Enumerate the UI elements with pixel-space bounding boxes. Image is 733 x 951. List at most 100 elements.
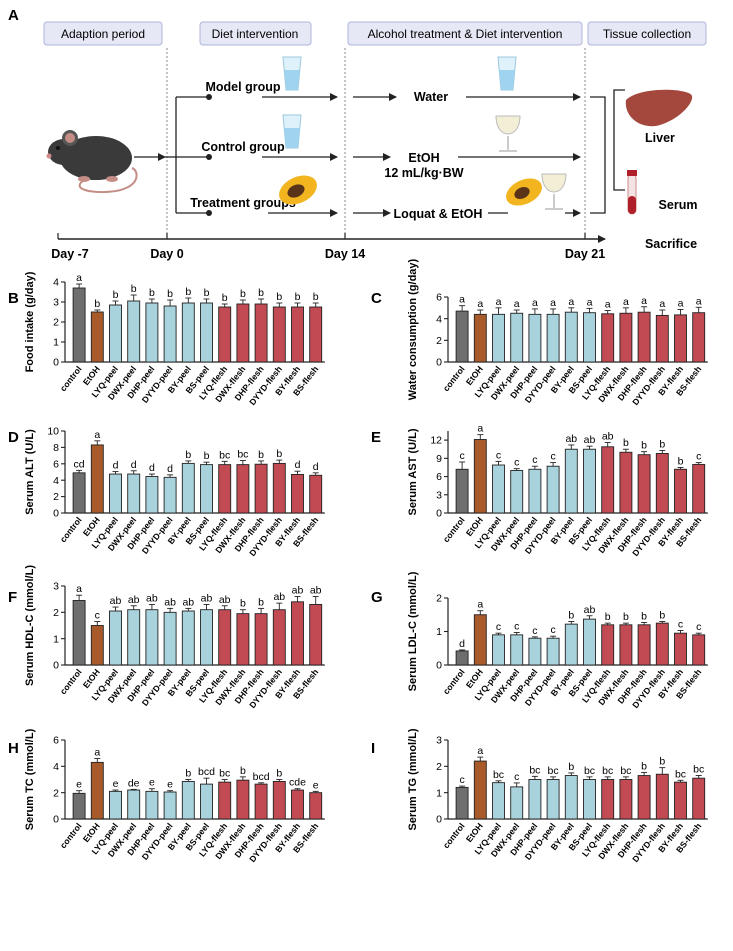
- y-tick-label: 3: [436, 489, 442, 501]
- bar-dwx-flesh: [619, 312, 633, 363]
- y-tick-label: 4: [53, 475, 59, 487]
- phase-box-diet: [199, 21, 312, 46]
- significance-letter: a: [678, 297, 684, 309]
- bar-control: [455, 310, 469, 363]
- y-tick-label: 0: [53, 357, 59, 369]
- group-treatment-label: Treatment groups: [190, 196, 296, 210]
- bar-by-peel: [564, 448, 578, 514]
- y-tick-label: 4: [53, 761, 59, 773]
- bar-etoh: [473, 439, 487, 514]
- bar-etoh: [90, 311, 104, 363]
- bar-bs-flesh: [692, 463, 706, 514]
- bar-dwx-flesh: [619, 779, 633, 820]
- y-tick-label: 0: [436, 814, 442, 826]
- significance-letter: ab: [201, 592, 213, 604]
- bar-lyq-flesh: [218, 464, 232, 514]
- y-axis-label: Serum HDL-C (mmol/L): [24, 565, 36, 686]
- significance-letter: bcd: [198, 766, 215, 778]
- treatment-loquat-etoh: Loquat & EtOH: [394, 207, 483, 221]
- bar-lyq-flesh: [601, 779, 615, 820]
- significance-letter: b: [222, 292, 228, 304]
- y-tick-label: 2: [53, 317, 59, 329]
- bar-lyq-peel: [492, 782, 505, 820]
- bar-dhp-flesh: [637, 624, 651, 666]
- bar-etoh: [473, 313, 487, 363]
- group-treatment-text: Treatment groups: [190, 196, 296, 210]
- significance-letter: bc: [602, 765, 613, 777]
- significance-letter: bc: [693, 764, 704, 776]
- x-tick-label: control: [441, 515, 467, 544]
- blood-tube-icon: [627, 170, 637, 215]
- bar-by-flesh: [291, 789, 304, 820]
- significance-letter: b: [659, 438, 665, 450]
- significance-letter: c: [95, 610, 100, 622]
- panel-label: C: [371, 290, 382, 307]
- bar-dyyd-flesh: [272, 609, 286, 666]
- significance-letter: a: [477, 298, 483, 310]
- y-axis-label: Serum AST (U/L): [407, 428, 419, 515]
- bar-etoh: [473, 614, 487, 666]
- bar-by-peel: [181, 462, 195, 514]
- bar-bs-flesh: [692, 634, 706, 666]
- bar-dwx-flesh: [236, 303, 250, 363]
- significance-letter: b: [113, 289, 119, 301]
- bar-dwx-flesh: [236, 779, 250, 820]
- significance-letter: d: [149, 462, 155, 474]
- significance-letter: b: [185, 286, 191, 298]
- tissue-sacrifice: Sacrifice: [645, 237, 697, 251]
- bar-etoh: [90, 761, 104, 820]
- bar-by-peel: [564, 623, 578, 666]
- phase-box-alcohol: [347, 21, 583, 46]
- bar-dhp-peel: [145, 609, 159, 666]
- significance-letter: a: [94, 746, 100, 758]
- y-axis-label: Serum TC (mmol/L): [24, 728, 36, 830]
- significance-letter: b: [659, 756, 665, 768]
- y-axis-label: Serum ALT (U/L): [24, 429, 36, 515]
- significance-letter: b: [204, 287, 210, 299]
- bar-control: [455, 650, 469, 666]
- water-glass-icon: [282, 56, 302, 91]
- y-tick-label: 2: [53, 787, 59, 799]
- significance-letter: a: [605, 299, 611, 311]
- y-tick-label: 0: [436, 660, 442, 672]
- bar-dhp-peel: [145, 476, 159, 514]
- panel-label: E: [371, 429, 381, 446]
- day-label: Day 14: [325, 247, 365, 261]
- bar-bs-peel: [583, 618, 596, 666]
- bar-lyq-peel: [109, 473, 122, 514]
- bar-dyyd-peel: [546, 637, 560, 666]
- significance-letter: e: [313, 779, 319, 791]
- significance-letter: d: [313, 461, 319, 473]
- bar-dwx-flesh: [619, 451, 633, 514]
- phase-alcohol-label: Alcohol treatment & Diet intervention: [368, 27, 563, 41]
- significance-letter: b: [641, 440, 647, 452]
- bar-by-flesh: [291, 601, 304, 666]
- panel-a-label: A: [8, 7, 19, 24]
- panel-label: F: [8, 589, 17, 606]
- significance-letter: bc: [237, 449, 248, 461]
- bar-by-flesh: [291, 306, 304, 363]
- y-tick-label: 10: [47, 426, 59, 438]
- bar-by-flesh: [674, 781, 687, 820]
- x-tick-label: control: [441, 821, 467, 850]
- significance-letter: bc: [548, 765, 559, 777]
- bar-by-flesh: [674, 632, 687, 666]
- significance-letter: ab: [584, 604, 596, 616]
- y-axis-label: Food intake (g/day): [24, 271, 36, 372]
- significance-letter: bc: [584, 765, 595, 777]
- bar-lyq-peel: [492, 464, 505, 514]
- bar-bs-flesh: [309, 603, 323, 666]
- bar-dhp-flesh: [254, 613, 268, 666]
- bar-dwx-peel: [510, 786, 524, 820]
- bar-dyyd-peel: [163, 305, 177, 363]
- bar-lyq-peel: [492, 313, 505, 363]
- tissue-serum: Serum: [659, 198, 698, 212]
- liver-icon: [625, 89, 693, 127]
- significance-letter: b: [276, 768, 282, 780]
- water-glass-icon: [282, 114, 302, 149]
- significance-letter: b: [258, 287, 264, 299]
- significance-letter: c: [532, 454, 537, 466]
